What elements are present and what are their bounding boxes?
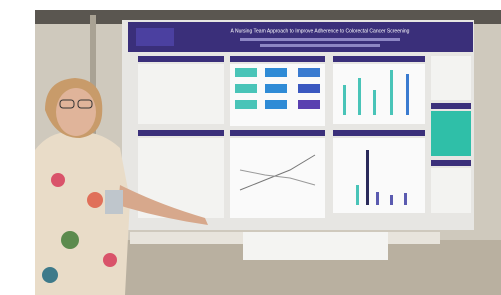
affiliations	[260, 44, 380, 47]
shirt-flower	[51, 173, 65, 187]
section-header	[431, 103, 471, 109]
chart-bar	[343, 85, 346, 115]
face	[56, 88, 96, 136]
flow-box	[265, 68, 287, 77]
section-header	[230, 56, 325, 62]
poster-header	[128, 22, 473, 52]
section-header	[230, 130, 325, 136]
chart-bar	[390, 70, 393, 115]
flow-box	[265, 84, 287, 93]
section-header	[333, 56, 425, 62]
authors	[240, 38, 400, 41]
poster-title: A Nursing Team Approach to Improve Adher…	[231, 28, 410, 34]
section-header	[138, 56, 224, 62]
flow-box	[298, 68, 320, 77]
flow-box	[265, 100, 287, 109]
chart-bar	[373, 90, 376, 115]
bar-chart-panel	[333, 64, 425, 124]
chart-bar	[366, 150, 369, 205]
page: A Nursing Team Approach to Improve Adher…	[0, 0, 501, 295]
conclusion-box	[431, 111, 471, 156]
chart-bar	[356, 185, 359, 205]
photo: A Nursing Team Approach to Improve Adher…	[0, 0, 501, 295]
section-header	[138, 130, 224, 136]
shirt-flower	[103, 253, 117, 267]
chart-bar	[390, 195, 393, 205]
text-block	[431, 56, 471, 100]
chart-bar	[404, 193, 407, 205]
text-block	[138, 64, 224, 124]
shirt-flower	[87, 192, 103, 208]
flow-box	[235, 84, 257, 93]
flow-box	[298, 100, 320, 109]
flow-box	[235, 68, 257, 77]
flow-box	[298, 84, 320, 93]
chart-bar	[406, 74, 409, 115]
line-chart-panel	[230, 138, 325, 218]
sign-card	[243, 232, 388, 260]
logo	[136, 28, 174, 46]
chart-bar	[376, 192, 379, 205]
text-block	[431, 168, 471, 213]
section-header	[333, 130, 425, 136]
badge	[105, 190, 123, 214]
section-header	[431, 160, 471, 166]
shirt-leaf	[42, 267, 58, 283]
flow-box	[235, 100, 257, 109]
shirt-leaf	[61, 231, 79, 249]
chart-bar	[358, 78, 361, 115]
